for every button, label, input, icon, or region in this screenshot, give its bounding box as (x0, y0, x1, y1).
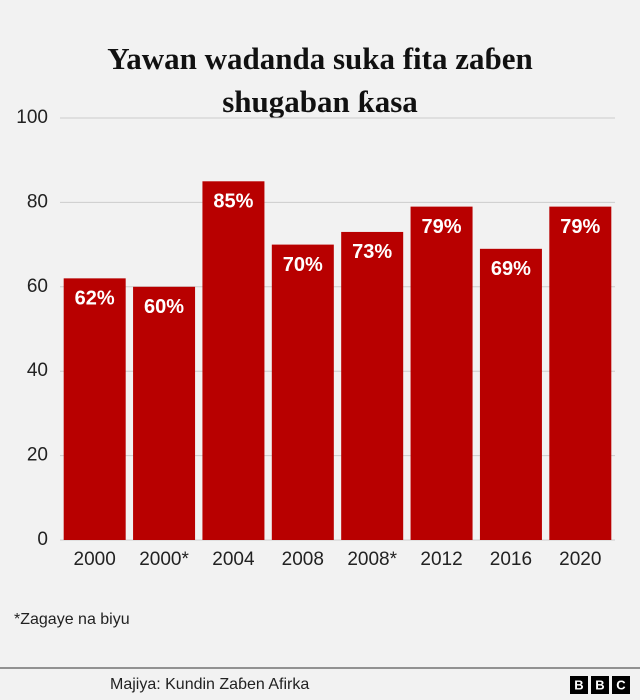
source: Majiya: Kundin Zaɓen Afirka (110, 676, 309, 693)
bar (341, 231, 404, 540)
y-tick-label: 60 (27, 276, 48, 297)
y-tick-label: 20 (27, 445, 48, 466)
y-tick-label: 0 (37, 529, 48, 550)
logo-box (570, 676, 588, 694)
x-tick-label: 2000 (74, 549, 116, 570)
logo-box (591, 676, 609, 694)
value-label: 79% (560, 216, 600, 238)
x-tick-label: 2004 (212, 549, 255, 570)
y-tick-label: 100 (16, 107, 48, 128)
bar (479, 248, 542, 540)
logo-letter: B (574, 677, 583, 692)
x-tick-label: 2000* (139, 549, 189, 570)
chart-title: Yawan wadanda suka fita zaɓen shugaban ƙa… (107, 41, 533, 119)
logo-letter: B (595, 677, 604, 692)
logo-letter: C (616, 677, 626, 692)
value-label: 73% (352, 241, 392, 263)
note: *Zagaye na biyu (14, 611, 130, 628)
bar (63, 278, 126, 540)
value-label: 62% (75, 288, 115, 310)
bar (549, 206, 612, 540)
value-label: 79% (422, 216, 462, 238)
x-tick-label: 2008* (347, 549, 397, 570)
value-label: 60% (144, 296, 184, 318)
x-tick-label: 2016 (490, 549, 532, 570)
bar (202, 181, 265, 541)
bar (271, 244, 334, 540)
logo-box (612, 676, 630, 694)
value-label: 69% (491, 258, 531, 280)
value-label: 85% (213, 191, 253, 213)
bar (133, 286, 196, 540)
value-label: 70% (283, 254, 323, 276)
x-tick-label: 2020 (559, 549, 601, 570)
bar (410, 206, 473, 540)
y-tick-label: 80 (27, 191, 48, 212)
x-tick-label: 2012 (420, 549, 462, 570)
x-tick-label: 2008 (282, 549, 324, 570)
y-tick-label: 40 (27, 360, 48, 381)
